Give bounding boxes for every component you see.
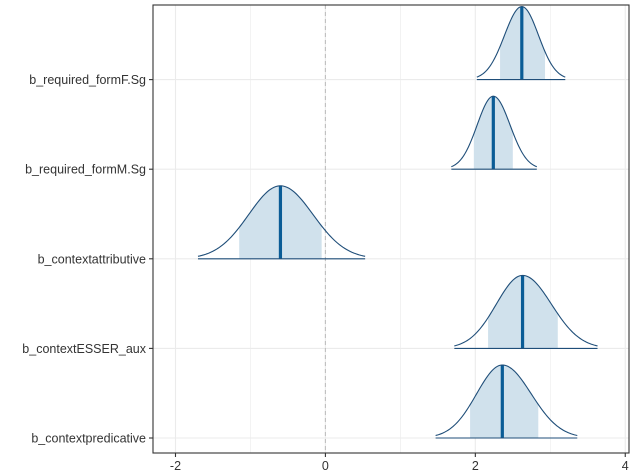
series-b_contextpredicative	[435, 364, 578, 439]
x-axis: -2 0 2 4	[170, 453, 629, 473]
series-b_required_formF.Sg	[476, 6, 566, 81]
y-tick-label: b_contextESSER_aux	[22, 342, 146, 356]
series-b_contextESSER_aux	[454, 274, 598, 349]
x-tick-label: 0	[322, 459, 329, 473]
y-tick-label: b_contextattributive	[38, 252, 146, 266]
x-tick-label: 4	[622, 459, 629, 473]
y-tick-label: b_contextpredicative	[31, 432, 146, 446]
panel-border	[152, 4, 630, 454]
y-tick-label: b_required_formF.Sg	[29, 73, 146, 87]
interval-band	[470, 365, 539, 438]
density-curve	[197, 185, 366, 257]
series-b_contextattributive	[197, 185, 366, 260]
x-tick-label: -2	[170, 459, 181, 473]
density-curve	[476, 6, 566, 78]
y-tick-label: b_required_formM.Sg	[25, 163, 146, 177]
series-b_required_formM.Sg	[451, 95, 538, 170]
density-curve	[454, 274, 598, 347]
density-curve	[451, 95, 538, 168]
x-tick-label: 2	[472, 459, 479, 473]
series-group	[197, 6, 598, 439]
density-curve	[435, 364, 578, 437]
y-axis: b_required_formF.Sg b_required_formM.Sg b_…	[22, 73, 153, 446]
